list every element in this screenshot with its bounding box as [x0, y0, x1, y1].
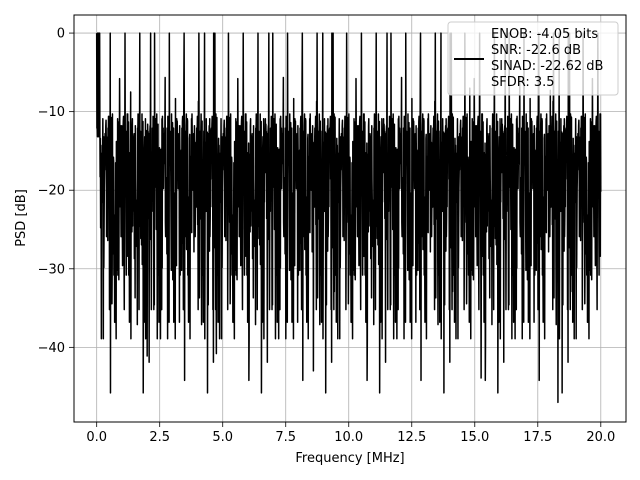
x-tick-label: 17.5	[523, 430, 552, 445]
axis-ticks: 0.0 2.5 5.0 7.5 10.0 12.5 15.0 17.5 20.0 0 −10 −20 −…	[38, 27, 616, 445]
x-tick-label: 12.5	[397, 430, 426, 445]
y-tick-label: −30	[38, 262, 65, 277]
x-tick-label: 0.0	[86, 430, 107, 445]
y-tick-label: −20	[38, 184, 65, 199]
x-tick-label: 7.5	[275, 430, 296, 445]
legend-sfdr: SFDR: 3.5	[491, 75, 555, 90]
y-tick-label: 0	[57, 27, 65, 42]
x-tick-label: 15.0	[460, 430, 489, 445]
y-axis-label: PSD [dB]	[14, 189, 29, 247]
y-tick-label: −10	[38, 105, 65, 120]
x-tick-label: 10.0	[334, 430, 363, 445]
psd-series	[95, 32, 602, 404]
x-tick-label: 2.5	[149, 430, 170, 445]
legend-enob: ENOB: -4.05 bits	[491, 27, 598, 42]
x-axis-label: Frequency [MHz]	[295, 451, 404, 466]
legend: ENOB: -4.05 bits SNR: -22.6 dB SINAD: -2…	[447, 21, 619, 96]
y-tick-label: −40	[38, 341, 65, 356]
x-tick-label: 5.0	[212, 430, 233, 445]
legend-box	[447, 21, 619, 96]
x-tick-label: 20.0	[586, 430, 615, 445]
psd-line	[95, 32, 602, 404]
legend-sinad: SINAD: -22.62 dB	[491, 59, 603, 74]
plot-frame	[73, 14, 627, 423]
legend-snr: SNR: -22.6 dB	[491, 43, 581, 58]
